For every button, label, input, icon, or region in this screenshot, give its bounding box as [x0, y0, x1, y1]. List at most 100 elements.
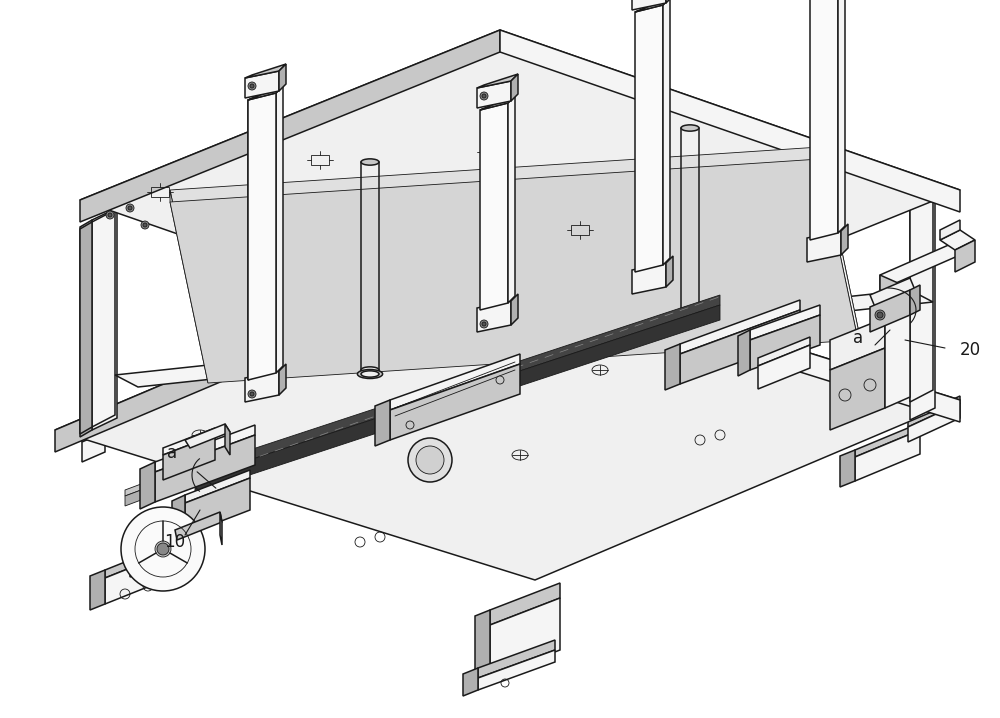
Polygon shape [738, 330, 750, 376]
Circle shape [250, 392, 254, 396]
Ellipse shape [361, 159, 379, 165]
Ellipse shape [361, 371, 379, 377]
Polygon shape [155, 435, 255, 502]
Polygon shape [92, 208, 117, 430]
Polygon shape [841, 224, 848, 255]
Polygon shape [511, 294, 518, 325]
Polygon shape [758, 345, 810, 389]
Polygon shape [477, 301, 511, 332]
Polygon shape [870, 290, 910, 332]
Circle shape [106, 211, 114, 219]
Polygon shape [130, 533, 200, 565]
Polygon shape [248, 86, 283, 100]
Polygon shape [170, 147, 858, 371]
Ellipse shape [357, 370, 383, 378]
Circle shape [480, 320, 488, 328]
Polygon shape [225, 424, 230, 455]
Polygon shape [80, 30, 500, 222]
Polygon shape [477, 74, 518, 88]
Circle shape [408, 438, 452, 482]
Polygon shape [500, 30, 960, 212]
Polygon shape [635, 0, 670, 12]
Polygon shape [245, 64, 286, 78]
Polygon shape [92, 210, 115, 427]
Circle shape [108, 213, 112, 217]
Polygon shape [163, 428, 215, 455]
Polygon shape [955, 240, 975, 272]
Ellipse shape [681, 311, 699, 317]
Polygon shape [490, 598, 560, 677]
Ellipse shape [361, 367, 379, 373]
Polygon shape [375, 400, 390, 446]
Polygon shape [125, 468, 200, 506]
Polygon shape [663, 0, 670, 265]
Polygon shape [807, 231, 841, 262]
Polygon shape [855, 430, 920, 481]
Circle shape [250, 84, 254, 88]
Text: a: a [853, 329, 863, 347]
Polygon shape [105, 548, 160, 578]
Polygon shape [105, 556, 160, 604]
Polygon shape [279, 364, 286, 395]
Polygon shape [910, 198, 933, 402]
Circle shape [480, 92, 488, 100]
Polygon shape [665, 344, 680, 390]
Polygon shape [170, 190, 208, 383]
Polygon shape [508, 96, 515, 303]
Polygon shape [185, 424, 230, 448]
Polygon shape [680, 300, 800, 354]
Polygon shape [90, 570, 105, 610]
Circle shape [496, 376, 504, 384]
Polygon shape [279, 64, 286, 91]
Polygon shape [390, 354, 520, 410]
Polygon shape [475, 610, 490, 683]
Circle shape [141, 221, 149, 229]
Polygon shape [478, 640, 555, 678]
Polygon shape [140, 462, 155, 509]
Polygon shape [940, 230, 975, 250]
Circle shape [875, 310, 885, 320]
Polygon shape [810, 0, 838, 240]
Circle shape [406, 421, 414, 429]
Polygon shape [245, 371, 279, 402]
Polygon shape [172, 495, 185, 541]
Polygon shape [840, 450, 855, 487]
Polygon shape [220, 512, 222, 545]
Polygon shape [830, 318, 885, 370]
Polygon shape [910, 198, 935, 420]
Polygon shape [511, 74, 518, 101]
Polygon shape [885, 307, 910, 408]
Polygon shape [130, 538, 200, 577]
Polygon shape [855, 423, 920, 457]
Polygon shape [480, 96, 515, 110]
Circle shape [155, 541, 171, 557]
Polygon shape [195, 305, 720, 493]
Ellipse shape [677, 309, 703, 319]
Polygon shape [175, 512, 222, 540]
Polygon shape [480, 103, 508, 310]
Circle shape [482, 322, 486, 326]
Polygon shape [880, 240, 960, 290]
Polygon shape [635, 5, 663, 272]
Polygon shape [880, 275, 898, 298]
Polygon shape [195, 295, 720, 478]
Text: 20: 20 [960, 341, 981, 359]
Polygon shape [666, 0, 673, 3]
Polygon shape [185, 470, 250, 503]
Polygon shape [80, 30, 960, 360]
Circle shape [482, 94, 486, 98]
Text: 10: 10 [164, 533, 186, 551]
Polygon shape [55, 250, 960, 580]
Polygon shape [838, 0, 845, 233]
Circle shape [143, 223, 147, 227]
Polygon shape [125, 462, 200, 496]
Polygon shape [478, 650, 555, 690]
Polygon shape [248, 97, 255, 380]
Polygon shape [940, 220, 960, 240]
Polygon shape [870, 278, 915, 307]
Polygon shape [477, 81, 511, 108]
Polygon shape [170, 159, 858, 383]
Circle shape [248, 390, 256, 398]
Ellipse shape [681, 307, 699, 313]
Polygon shape [163, 435, 215, 480]
